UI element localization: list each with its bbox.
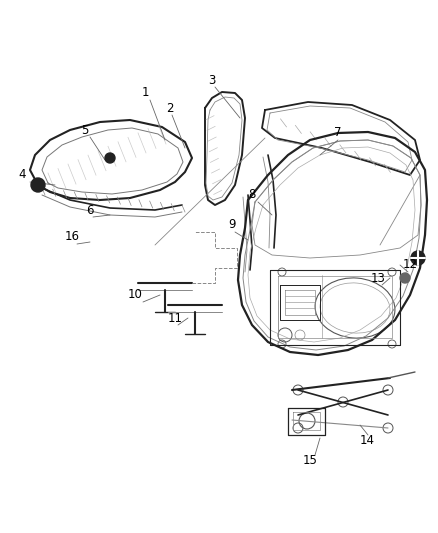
Text: 13: 13 xyxy=(371,271,385,285)
Text: 15: 15 xyxy=(303,454,318,466)
Circle shape xyxy=(400,273,410,283)
Text: 5: 5 xyxy=(81,124,88,136)
Text: 2: 2 xyxy=(166,101,174,115)
Text: 9: 9 xyxy=(228,219,236,231)
Circle shape xyxy=(411,251,425,265)
Text: 12: 12 xyxy=(403,259,417,271)
Text: 4: 4 xyxy=(18,168,26,182)
Text: 10: 10 xyxy=(127,288,142,302)
Circle shape xyxy=(105,153,115,163)
Text: 11: 11 xyxy=(167,311,183,325)
Text: 6: 6 xyxy=(86,204,94,216)
Text: 16: 16 xyxy=(64,230,80,244)
Circle shape xyxy=(31,178,45,192)
Text: 8: 8 xyxy=(248,189,256,201)
Text: 1: 1 xyxy=(141,86,149,100)
Text: 7: 7 xyxy=(334,126,342,140)
Text: 14: 14 xyxy=(360,433,374,447)
Text: 3: 3 xyxy=(208,74,215,86)
